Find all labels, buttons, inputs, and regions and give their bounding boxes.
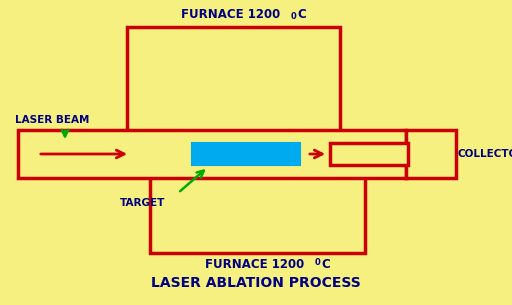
Text: C: C [321, 258, 330, 271]
Bar [127, 27, 340, 135]
Text: TARGET: TARGET [120, 198, 165, 208]
Text: 0: 0 [315, 258, 321, 267]
Text: COLLECTOR: COLLECTOR [458, 149, 512, 159]
Bar [192, 143, 300, 165]
Bar [406, 130, 456, 178]
Text: 0: 0 [291, 12, 297, 21]
Text: LASER BEAM: LASER BEAM [15, 115, 90, 125]
Bar [330, 143, 408, 165]
Text: LASER ABLATION PROCESS: LASER ABLATION PROCESS [151, 276, 361, 290]
Text: FURNACE 1200: FURNACE 1200 [205, 258, 309, 271]
Text: FURNACE 1200: FURNACE 1200 [181, 8, 285, 21]
Bar [150, 170, 365, 253]
Bar [18, 130, 406, 178]
Text: C: C [297, 8, 306, 21]
